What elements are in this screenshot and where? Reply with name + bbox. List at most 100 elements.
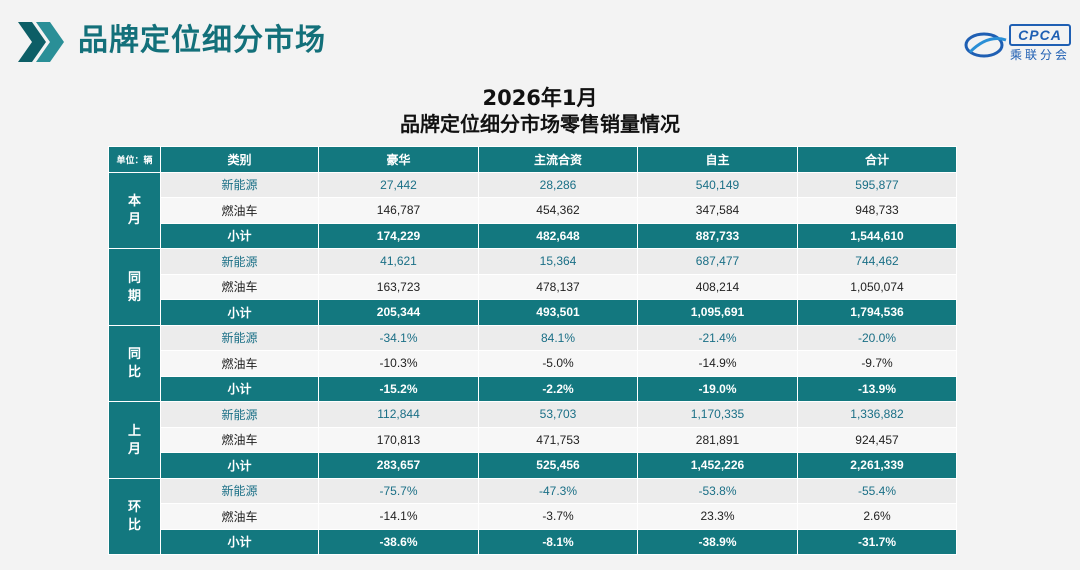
value-cell: 170,813 xyxy=(318,426,479,453)
category-cell: 新能源 xyxy=(160,171,319,198)
category-cell: 小计 xyxy=(160,528,319,555)
category-cell: 小计 xyxy=(160,222,319,249)
column-header: 类别 xyxy=(160,146,319,173)
value-cell: 53,703 xyxy=(478,401,638,428)
table-row: 本月 新能源 27,442 28,286 540,149 595,877 xyxy=(108,171,957,249)
value-cell: -55.4% xyxy=(797,477,957,504)
value-cell: 1,170,335 xyxy=(637,401,798,428)
value-cell: 2.6% xyxy=(797,503,957,530)
value-cell: -38.6% xyxy=(318,528,479,555)
group-label: 同比 xyxy=(108,324,161,402)
column-header: 自主 xyxy=(637,146,798,173)
table-row: 小计 205,344 493,501 1,095,691 1,794,536 xyxy=(109,299,957,326)
table-row: 上月 新能源 112,844 53,703 1,170,335 1,336,882 xyxy=(108,401,957,479)
logo-text: CPCA xyxy=(1009,24,1071,46)
value-cell: 347,584 xyxy=(637,197,798,224)
value-cell: 1,336,882 xyxy=(797,401,957,428)
column-header: 合计 xyxy=(797,146,957,173)
table-row: 燃油车 146,787 454,362 347,584 948,733 xyxy=(109,197,957,224)
value-cell: 1,095,691 xyxy=(637,299,798,326)
category-cell: 小计 xyxy=(160,452,319,479)
column-header: 豪华 xyxy=(318,146,479,173)
category-cell: 新能源 xyxy=(160,477,319,504)
value-cell: 15,364 xyxy=(478,248,638,275)
value-cell: 408,214 xyxy=(637,273,798,300)
value-cell: 540,149 xyxy=(637,171,798,198)
value-cell: -8.1% xyxy=(478,528,638,555)
category-cell: 燃油车 xyxy=(160,503,319,530)
value-cell: 1,794,536 xyxy=(797,299,957,326)
value-cell: 1,050,074 xyxy=(797,273,957,300)
value-cell: -21.4% xyxy=(637,324,798,351)
value-cell: -9.7% xyxy=(797,350,957,377)
group-label: 本月 xyxy=(108,171,161,249)
value-cell: 112,844 xyxy=(318,401,479,428)
value-cell: 2,261,339 xyxy=(797,452,957,479)
value-cell: -20.0% xyxy=(797,324,957,351)
value-cell: 948,733 xyxy=(797,197,957,224)
logo-subtext: 乘联分会 xyxy=(1010,48,1071,62)
category-cell: 燃油车 xyxy=(160,273,319,300)
value-cell: -2.2% xyxy=(478,375,638,402)
value-cell: 1,452,226 xyxy=(637,452,798,479)
category-cell: 新能源 xyxy=(160,401,319,428)
value-cell: -5.0% xyxy=(478,350,638,377)
group-label: 上月 xyxy=(108,401,161,479)
value-cell: 205,344 xyxy=(318,299,479,326)
value-cell: 744,462 xyxy=(797,248,957,275)
value-cell: 27,442 xyxy=(318,171,479,198)
value-cell: -75.7% xyxy=(318,477,479,504)
table-header-row: 单位：辆 类别 豪华 主流合资 自主 合计 xyxy=(108,146,957,173)
value-cell: 28,286 xyxy=(478,171,638,198)
table-row: 小计 -15.2% -2.2% -19.0% -13.9% xyxy=(109,375,957,402)
group-label: 环比 xyxy=(108,477,161,555)
table-row: 燃油车 170,813 471,753 281,891 924,457 xyxy=(109,426,957,453)
value-cell: 146,787 xyxy=(318,197,479,224)
category-cell: 燃油车 xyxy=(160,350,319,377)
table-row: 同期 新能源 41,621 15,364 687,477 744,462 xyxy=(108,248,957,326)
value-cell: -10.3% xyxy=(318,350,479,377)
value-cell: 482,648 xyxy=(478,222,638,249)
value-cell: 281,891 xyxy=(637,426,798,453)
value-cell: 887,733 xyxy=(637,222,798,249)
value-cell: 595,877 xyxy=(797,171,957,198)
value-cell: -19.0% xyxy=(637,375,798,402)
logo: CPCA 乘联分会 xyxy=(962,24,1071,64)
report-period: 2026年1月 xyxy=(482,86,598,110)
table-row: 环比 新能源 -75.7% -47.3% -53.8% -55.4% xyxy=(108,477,957,555)
table-row: 燃油车 -10.3% -5.0% -14.9% -9.7% xyxy=(109,350,957,377)
table-row: 小计 283,657 525,456 1,452,226 2,261,339 xyxy=(109,452,957,479)
value-cell: -3.7% xyxy=(478,503,638,530)
value-cell: -34.1% xyxy=(318,324,479,351)
category-cell: 新能源 xyxy=(160,324,319,351)
group-label-text: 环比 xyxy=(127,499,141,533)
value-cell: 471,753 xyxy=(478,426,638,453)
value-cell: -53.8% xyxy=(637,477,798,504)
value-cell: 163,723 xyxy=(318,273,479,300)
category-cell: 燃油车 xyxy=(160,426,319,453)
group-label-text: 本月 xyxy=(127,193,141,227)
value-cell: 924,457 xyxy=(797,426,957,453)
page-title: 品牌定位细分市场 xyxy=(78,23,326,58)
value-cell: -38.9% xyxy=(637,528,798,555)
table-body: 本月 新能源 27,442 28,286 540,149 595,877 燃油车 146,78… xyxy=(108,171,957,555)
value-cell: 493,501 xyxy=(478,299,638,326)
globe-icon xyxy=(964,32,1007,58)
category-cell: 小计 xyxy=(160,299,319,326)
value-cell: 525,456 xyxy=(478,452,638,479)
group-label-text: 同比 xyxy=(127,346,141,380)
value-cell: 1,544,610 xyxy=(797,222,957,249)
chevron-right-icon xyxy=(18,22,64,62)
category-cell: 燃油车 xyxy=(160,197,319,224)
value-cell: 23.3% xyxy=(637,503,798,530)
unit-label: 单位：辆 xyxy=(108,146,161,173)
table-row: 小计 174,229 482,648 887,733 1,544,610 xyxy=(109,222,957,249)
value-cell: 454,362 xyxy=(478,197,638,224)
table-row: 燃油车 -14.1% -3.7% 23.3% 2.6% xyxy=(109,503,957,530)
group-label-text: 同期 xyxy=(127,269,141,303)
column-header: 主流合资 xyxy=(478,146,638,173)
sales-table: 单位：辆 类别 豪华 主流合资 自主 合计 本月 新能源 27,442 28,286 5… xyxy=(108,146,957,555)
value-cell: -14.1% xyxy=(318,503,479,530)
group-label: 同期 xyxy=(108,248,161,326)
